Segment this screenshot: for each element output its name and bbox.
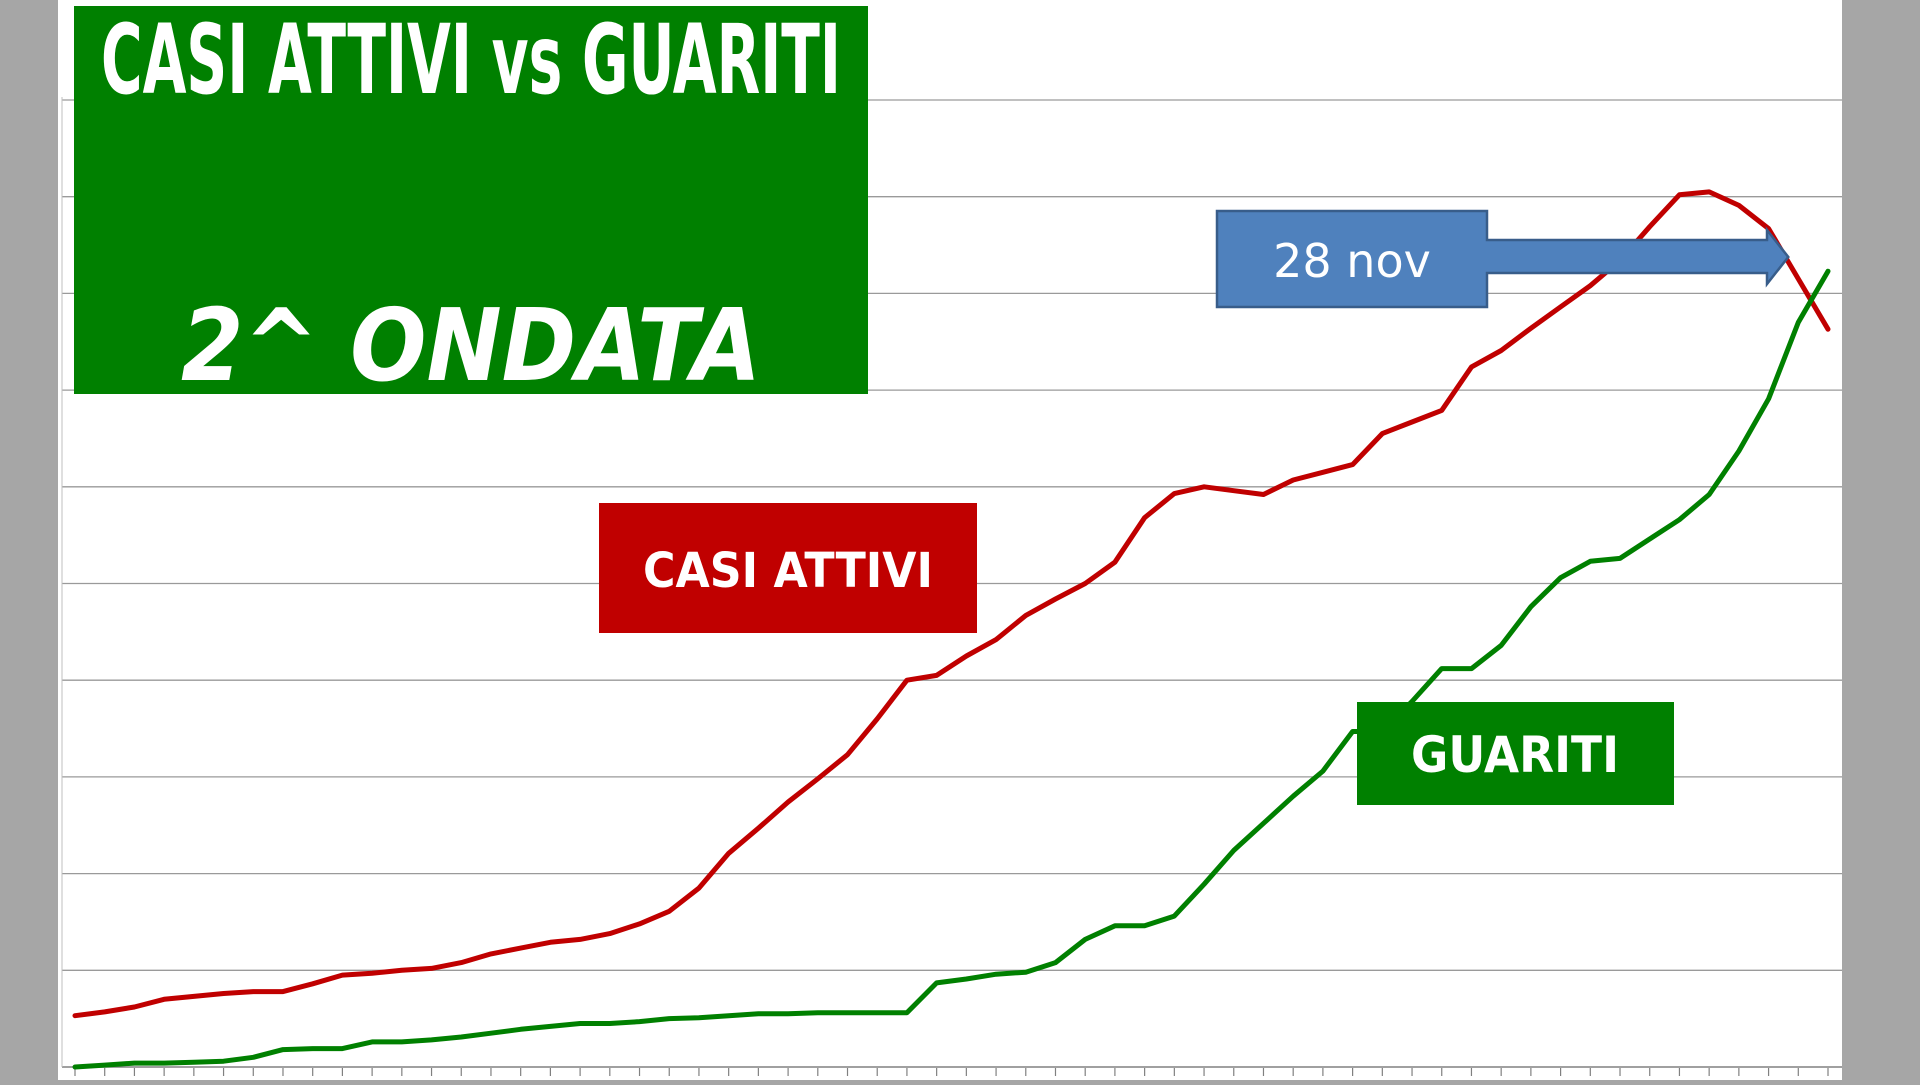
series-lines	[72, 189, 1831, 1070]
series-label-guariti: GUARITI	[1357, 702, 1674, 805]
chart-title: CASI ATTIVI vs GUARITI	[101, 4, 841, 116]
chart-subtitle: 2^ ONDATA	[181, 287, 761, 404]
title-background	[74, 6, 868, 394]
series-line-casi-attivi	[72, 189, 1831, 1019]
series-label-guariti-text: GUARITI	[1411, 726, 1619, 784]
series-label-casi-attivi: CASI ATTIVI	[599, 503, 977, 633]
series-label-casi-attivi-text: CASI ATTIVI	[643, 543, 933, 599]
series-label-guariti-box	[1357, 702, 1674, 805]
series-label-casi-attivi-box	[599, 503, 977, 633]
chart-title-text: CASI ATTIVI vs GUARITI	[101, 4, 841, 116]
chart-title-box: CASI ATTIVI vs GUARITI 2^ ONDATA	[74, 4, 868, 404]
x-axis-ticks	[74, 1068, 1829, 1076]
annotation-label: 28 nov	[1273, 234, 1431, 288]
series-line-guariti	[72, 268, 1831, 1070]
annotation-arrow	[1215, 209, 1790, 309]
annotation-28-nov: 28 nov	[1215, 209, 1790, 309]
